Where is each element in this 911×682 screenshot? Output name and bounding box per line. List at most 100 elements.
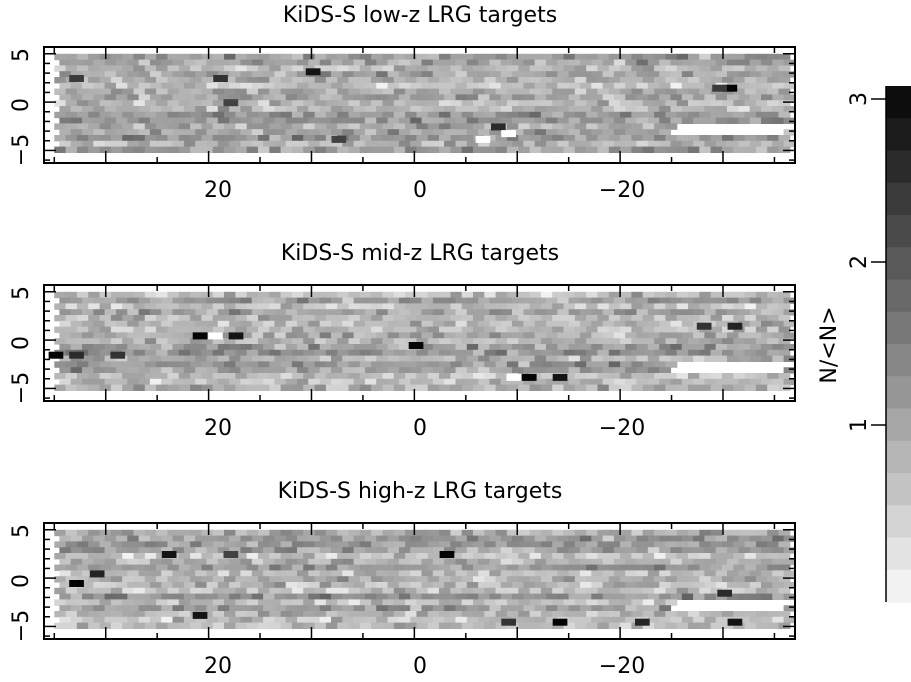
heatmap-cell [70, 129, 83, 136]
heatmap-cell [348, 338, 361, 345]
heatmap-cell [704, 297, 717, 304]
heatmap-cell [473, 146, 485, 153]
heatmap-cell [410, 547, 423, 554]
heatmap-cell [274, 106, 287, 113]
heatmap-cell [744, 303, 757, 310]
heatmap-cell [229, 117, 241, 124]
heatmap-cell [613, 309, 626, 316]
heatmap-cell [591, 117, 604, 124]
heatmap-cell [116, 117, 128, 124]
heatmap-cell [608, 599, 621, 606]
heatmap-cell [738, 558, 751, 566]
heatmap-cell [506, 576, 519, 583]
heatmap-cell [59, 605, 72, 612]
heatmap-cell [65, 553, 78, 560]
heatmap-cell [149, 570, 162, 577]
heatmap-cell [557, 309, 570, 316]
heatmap-cell [405, 53, 417, 61]
heatmap-cell [337, 373, 350, 380]
heatmap-cell [285, 82, 298, 90]
heatmap-cell [331, 593, 343, 600]
heatmap-cell [393, 53, 406, 61]
heatmap-cell [161, 117, 174, 124]
heatmap-cell [540, 53, 553, 61]
heatmap-cell-notable [228, 332, 244, 340]
heatmap-cell [59, 82, 72, 90]
heatmap-cell [495, 88, 508, 95]
heatmap-cell [342, 582, 355, 589]
heatmap-cell [280, 326, 293, 333]
heatmap-cell [568, 129, 581, 136]
heatmap-cell [654, 315, 666, 322]
heatmap-cell [93, 593, 106, 600]
heatmap-cell [733, 53, 746, 61]
heatmap-cell [246, 349, 259, 357]
heatmap-cell [206, 309, 219, 316]
heatmap-cell [495, 564, 508, 571]
heatmap-cell [217, 106, 230, 113]
heatmap-cell [620, 135, 632, 142]
heatmap-cell [376, 82, 389, 90]
heatmap-cell [410, 535, 423, 542]
heatmap-cell [659, 71, 672, 78]
heatmap-cell [133, 291, 146, 299]
heatmap-cell [761, 547, 773, 554]
heatmap-cell [586, 111, 599, 119]
heatmap-cell [393, 553, 406, 560]
heatmap-cell [722, 622, 734, 629]
heatmap-cell [398, 106, 411, 113]
heatmap-cell [183, 582, 196, 589]
heatmap-cell [70, 297, 83, 304]
heatmap-cell [749, 106, 762, 113]
heatmap-cell [122, 303, 135, 310]
heatmap-cell [489, 320, 502, 328]
heatmap-cell [704, 547, 717, 554]
heatmap-cell [371, 100, 383, 107]
heatmap-cell [331, 547, 343, 554]
heatmap-cell [631, 77, 644, 84]
heatmap-cell [444, 344, 456, 351]
heatmap-cell [523, 582, 536, 589]
heatmap-cell [642, 338, 655, 345]
heatmap-cell [206, 570, 219, 577]
heatmap-cell [688, 553, 700, 560]
heatmap-cell [546, 593, 558, 600]
heatmap-cell [450, 599, 463, 606]
heatmap-cell [240, 297, 253, 304]
heatmap-cell [297, 332, 309, 339]
heatmap-cell [405, 373, 417, 380]
heatmap-cell [540, 88, 553, 95]
heatmap-cell [110, 100, 123, 107]
heatmap-cell [534, 582, 547, 589]
heatmap-cell [269, 53, 282, 61]
heatmap-cell [523, 558, 536, 566]
heatmap-cell [427, 384, 440, 391]
heatmap-cell [88, 111, 101, 119]
heatmap-cell [602, 332, 615, 339]
heatmap-cell [88, 77, 101, 84]
heatmap-cell [285, 582, 298, 589]
heatmap-cell [122, 576, 135, 583]
heatmap-cell [172, 309, 185, 316]
heatmap-cell [755, 622, 768, 629]
heatmap-cell [591, 82, 604, 90]
heatmap-cell [473, 315, 485, 322]
heatmap-cell [749, 616, 762, 624]
heatmap-cell [319, 320, 332, 328]
heatmap-cell [654, 587, 666, 595]
heatmap-cell [65, 146, 78, 153]
heatmap-cell [201, 65, 214, 72]
heatmap-cell [258, 622, 270, 629]
heatmap-cell [274, 129, 287, 136]
heatmap-cell-notable [161, 551, 177, 558]
heatmap-cell [201, 326, 214, 333]
heatmap-cell [353, 320, 366, 328]
heatmap-cell [563, 53, 576, 61]
heatmap-cell [190, 88, 202, 95]
heatmap-cell [484, 349, 497, 357]
heatmap-cell [574, 135, 587, 142]
heatmap-cell [337, 338, 350, 345]
heatmap-cell [461, 349, 474, 357]
heatmap-cell [676, 529, 689, 537]
heatmap-cell [269, 564, 282, 571]
